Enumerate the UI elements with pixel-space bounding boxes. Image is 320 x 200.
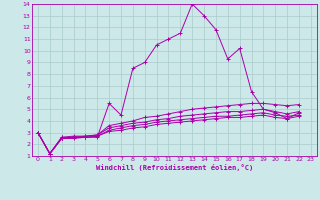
X-axis label: Windchill (Refroidissement éolien,°C): Windchill (Refroidissement éolien,°C) — [96, 164, 253, 171]
